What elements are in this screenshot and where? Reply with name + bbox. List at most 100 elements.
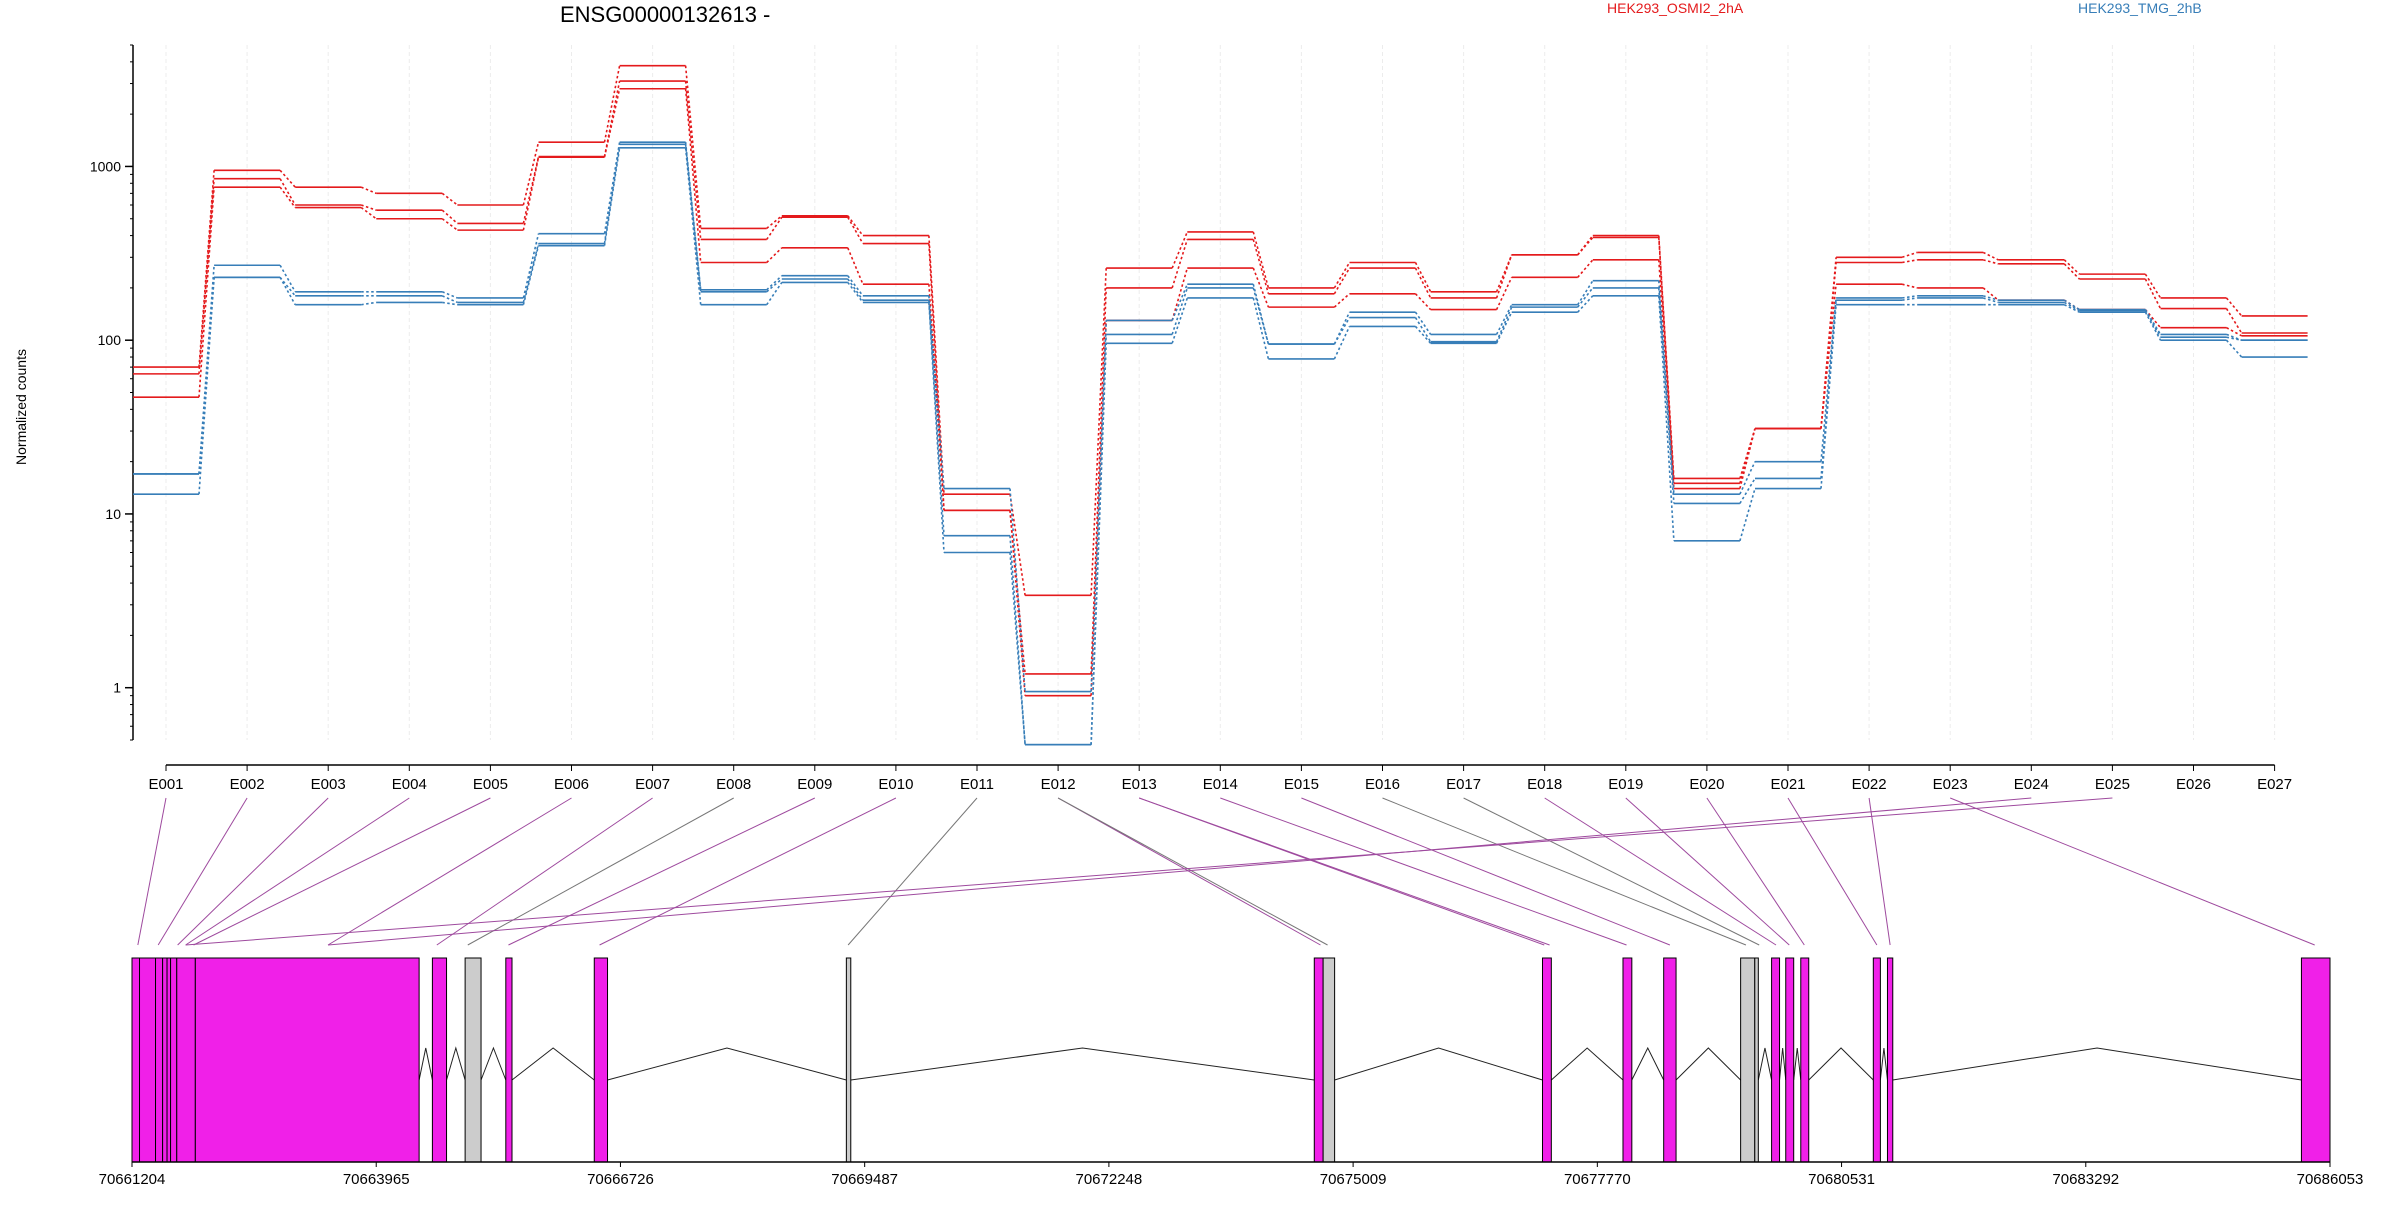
series-transition xyxy=(1009,552,1026,745)
series-transition xyxy=(360,204,377,211)
series-transition xyxy=(2226,336,2242,341)
series-transition xyxy=(1982,251,1999,261)
series-transition xyxy=(279,169,296,188)
series-transition xyxy=(1577,295,1594,313)
series-transition xyxy=(360,186,377,195)
series-transition xyxy=(1901,283,1918,289)
exon-mapping-line xyxy=(185,797,2113,946)
exon-block xyxy=(1771,957,1781,1163)
series-transition xyxy=(441,192,458,206)
series-transition xyxy=(1171,287,1189,335)
series-transition xyxy=(1090,320,1107,692)
genomic-tick-label: 70677770 xyxy=(1564,1171,1631,1188)
x-tick-label: E019 xyxy=(1608,776,1643,793)
series-transition xyxy=(847,281,864,303)
y-tick-label: 1000 xyxy=(90,158,121,174)
series-transition xyxy=(1252,297,1270,360)
series-transition xyxy=(1658,235,1675,479)
exon-mapping-line xyxy=(1950,797,2315,946)
x-tick-label: E007 xyxy=(635,776,670,793)
genomic-tick-label: 70661204 xyxy=(99,1171,166,1188)
series-transition xyxy=(1414,262,1432,293)
series-transition xyxy=(1739,428,1756,489)
series-transition xyxy=(684,80,702,240)
exon-block xyxy=(170,957,178,1163)
series-transition xyxy=(928,295,945,489)
exon-block xyxy=(194,957,420,1163)
x-tick-label: E021 xyxy=(1770,776,1805,793)
series-transition xyxy=(1495,304,1513,335)
series-transition xyxy=(1171,239,1189,289)
series-transition xyxy=(1333,326,1351,360)
series-transition xyxy=(441,209,458,225)
exon-block xyxy=(2300,957,2331,1163)
series-transition xyxy=(1171,231,1189,269)
series-transition xyxy=(1090,287,1107,674)
exon-mapping-line xyxy=(137,797,167,946)
series-transition xyxy=(1982,259,1999,265)
exon-block xyxy=(431,957,448,1163)
exon-mapping-line xyxy=(599,797,897,946)
series-group xyxy=(133,64,2308,746)
series-transition xyxy=(766,275,783,291)
x-tick-label: E027 xyxy=(2257,776,2292,793)
exon-block xyxy=(155,957,164,1163)
series-transition xyxy=(279,276,296,297)
genomic-tick-label: 70666726 xyxy=(587,1171,654,1188)
series-transition xyxy=(522,156,540,224)
legend-label-osmi2: HEK293_OSMI2_2hA xyxy=(1607,0,1744,16)
intronic-block xyxy=(845,957,852,1163)
intronic-block xyxy=(1754,957,1759,1163)
series-transition xyxy=(198,187,215,398)
y-tick-label: 1 xyxy=(113,680,121,696)
exon-mapping-line xyxy=(1706,797,1805,946)
exon-block xyxy=(139,957,157,1163)
x-tick-label: E006 xyxy=(554,776,589,793)
series-transition xyxy=(1009,488,1026,692)
junction-chevron xyxy=(511,1047,595,1081)
series-transition xyxy=(1577,280,1594,306)
x-tick-label: E022 xyxy=(1852,776,1887,793)
x-tick-label: E012 xyxy=(1041,776,1076,793)
x-tick-label: E002 xyxy=(230,776,265,793)
y-axis: 1 10 100 1000 xyxy=(90,44,134,741)
series-transition xyxy=(684,147,702,305)
series-transition xyxy=(522,233,540,299)
x-tick-label: E023 xyxy=(1933,776,1968,793)
exon-block xyxy=(593,957,609,1163)
series-transition xyxy=(441,295,458,304)
series-transition xyxy=(2144,311,2162,341)
series-transition xyxy=(1658,280,1675,495)
exon-mapping-line xyxy=(1625,797,1790,946)
x-tick-label: E015 xyxy=(1284,776,1319,793)
series-transition xyxy=(2144,278,2162,309)
x-tick-label: E026 xyxy=(2176,776,2211,793)
genomic-axis: 70661204 70663965 70666726 70669487 70672248… xyxy=(99,1161,2363,1188)
series-transition xyxy=(766,247,783,264)
series-transition xyxy=(1739,428,1756,484)
exon-block xyxy=(131,957,141,1163)
series-transition xyxy=(766,281,783,306)
series-transition xyxy=(1252,231,1270,289)
exon-mapping-line xyxy=(327,797,2032,946)
exon-mapping-line xyxy=(1301,797,1671,946)
exon-mapping-line xyxy=(847,797,978,946)
series-transition xyxy=(1333,267,1351,295)
series-transition xyxy=(360,206,377,220)
series-transition xyxy=(2225,297,2243,317)
series-transition xyxy=(1982,287,1999,301)
series-transition xyxy=(1171,297,1189,344)
series-transition xyxy=(1495,277,1513,310)
exon-mapping-line xyxy=(185,797,410,946)
series-transition xyxy=(1577,287,1594,308)
series-transition xyxy=(766,216,783,240)
series-transition xyxy=(684,65,702,229)
series-transition xyxy=(603,142,621,234)
series-transition xyxy=(1739,488,1756,542)
y-axis-label: Normalized counts xyxy=(13,349,29,465)
exon-mapping-line xyxy=(1868,797,1891,946)
x-tick-label: E011 xyxy=(960,776,994,793)
series-transition xyxy=(522,157,540,231)
exon-block xyxy=(1313,957,1324,1163)
junction-chevron xyxy=(1631,1046,1665,1081)
